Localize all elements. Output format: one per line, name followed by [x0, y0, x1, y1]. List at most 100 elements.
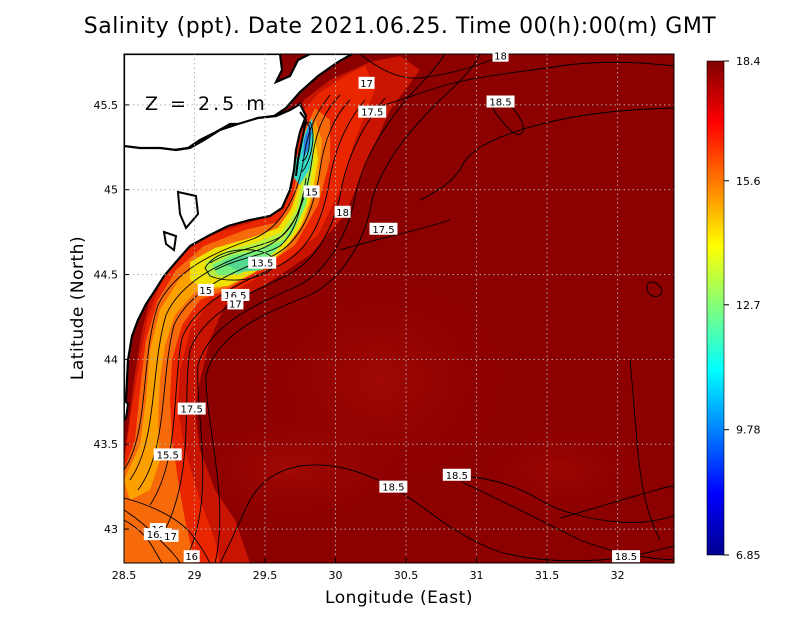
contour-label-box	[492, 49, 509, 62]
contour-label: 15.5	[153, 448, 182, 461]
y-tick-label: 44	[104, 353, 118, 366]
contour-label-box	[358, 105, 387, 118]
contour-label-box	[248, 256, 277, 269]
lake-island	[162, 230, 178, 252]
colorbar-label: 15.6	[736, 175, 761, 188]
coastal-detail	[124, 398, 130, 422]
contour-line	[219, 464, 674, 563]
grid-lines	[124, 54, 674, 563]
contour-label-text: 16.5	[224, 291, 246, 302]
contour-line	[214, 189, 305, 271]
contour-label-text: 18	[336, 208, 349, 219]
contour-label-box	[612, 550, 641, 563]
contour-label-box	[197, 283, 214, 296]
contour-label: 17	[227, 297, 244, 310]
colorbar-label: 12.7	[736, 299, 761, 312]
x-tick-label: 31	[470, 569, 484, 582]
colorbar-labels: 18.4 15.6 12.7 9.78 6.85	[724, 55, 761, 562]
contour-label-box	[177, 402, 206, 415]
contour-label: 17.5	[177, 402, 206, 416]
contour-line	[301, 121, 314, 173]
plume-amber-band	[124, 120, 322, 500]
depth-label: Z = 2.5 m	[145, 93, 268, 115]
y-axis-ticks: 45.5 45 44.5 44 43.5 43	[94, 99, 129, 536]
contour-label-text: 18.5	[489, 98, 511, 109]
x-tick-label: 30	[329, 569, 343, 582]
contour-line	[124, 94, 331, 471]
coastal-detail	[295, 111, 308, 177]
contour-label: 17	[162, 529, 179, 543]
contour-label-text: 16	[185, 552, 198, 563]
map-title: Salinity (ppt). Date 2021.06.25. Time 00…	[83, 14, 717, 39]
contour-label-text: 17.5	[361, 108, 383, 119]
y-tick-label: 43.5	[94, 438, 119, 451]
contour-label-text: 16.5	[147, 530, 169, 541]
plume-yellow-band	[190, 130, 318, 288]
land-mass	[124, 102, 308, 421]
salinity-field	[124, 54, 674, 563]
contour-label-text: 15.5	[157, 450, 179, 461]
contour-lines	[124, 54, 674, 563]
x-tick-label: 29	[188, 569, 202, 582]
contour-label-text: 17	[360, 79, 373, 90]
contour-label: 18	[334, 205, 351, 219]
contour-label-box	[486, 95, 515, 108]
x-axis-ticks: 28.5 29 29.5 30 30.5 31 31.5 32	[112, 558, 625, 582]
contour-label: 18.5	[379, 480, 408, 494]
colorbar	[706, 60, 725, 556]
contour-label-box	[153, 448, 182, 461]
x-axis-label: Longitude (East)	[325, 588, 473, 608]
contour-label-text: 18.5	[382, 483, 404, 494]
colorbar-label: 9.78	[736, 424, 761, 437]
colorbar-label: 18.4	[736, 55, 761, 68]
contour-label-box	[303, 185, 320, 198]
contour-label-text: 18.5	[615, 552, 637, 563]
contour-line	[461, 475, 674, 523]
y-tick-label: 45.5	[94, 99, 119, 112]
contour-label: 18.5	[486, 95, 515, 109]
y-axis-label: Latitude (North)	[68, 235, 88, 381]
contour-line	[205, 54, 481, 563]
contour-label-box	[358, 76, 375, 89]
y-tick-label: 44.5	[94, 269, 119, 282]
contour-label: 18.5	[612, 550, 641, 563]
plume-red-band	[124, 56, 420, 563]
x-tick-label: 31.5	[535, 569, 560, 582]
contour-label: 15	[303, 185, 320, 198]
contour-label-box	[442, 468, 471, 481]
contour-label-box	[379, 480, 408, 493]
contour-label-box	[162, 529, 179, 542]
contour-label-text: 15	[199, 286, 212, 297]
contour-label-text: 17.5	[372, 225, 394, 236]
contour-label: 17.5	[358, 105, 387, 119]
contour-label-box	[334, 205, 351, 218]
y-tick-label: 45	[104, 184, 118, 197]
contour-line	[164, 97, 386, 531]
contour-label-text: 15	[305, 187, 318, 198]
contour-line	[339, 219, 451, 251]
contour-label: 18.5	[442, 468, 471, 482]
contour-label-box	[369, 222, 398, 235]
contour-label-text: 17	[164, 532, 177, 543]
contour-line	[124, 519, 163, 563]
contour-label: 15	[197, 283, 214, 297]
contour-label-text: 18.5	[446, 471, 468, 482]
contour-label: 13.5	[248, 256, 277, 270]
contour-line	[149, 99, 366, 506]
contour-label-box	[183, 550, 200, 563]
x-tick-label: 32	[611, 569, 625, 582]
contour-label: 17.5	[369, 222, 398, 236]
contour-label-box	[227, 297, 244, 310]
contour-line	[461, 481, 674, 561]
y-tick-label: 43	[104, 523, 118, 536]
x-tick-label: 28.5	[112, 569, 137, 582]
contour-line	[359, 54, 501, 79]
lake-island	[176, 190, 200, 230]
contour-label: 17	[358, 76, 375, 90]
plume-orange-band	[124, 108, 330, 563]
contour-label: 18	[492, 49, 509, 63]
plot-frame	[123, 53, 675, 564]
contour-label-text: 17	[229, 299, 242, 310]
x-tick-label: 30.5	[394, 569, 419, 582]
